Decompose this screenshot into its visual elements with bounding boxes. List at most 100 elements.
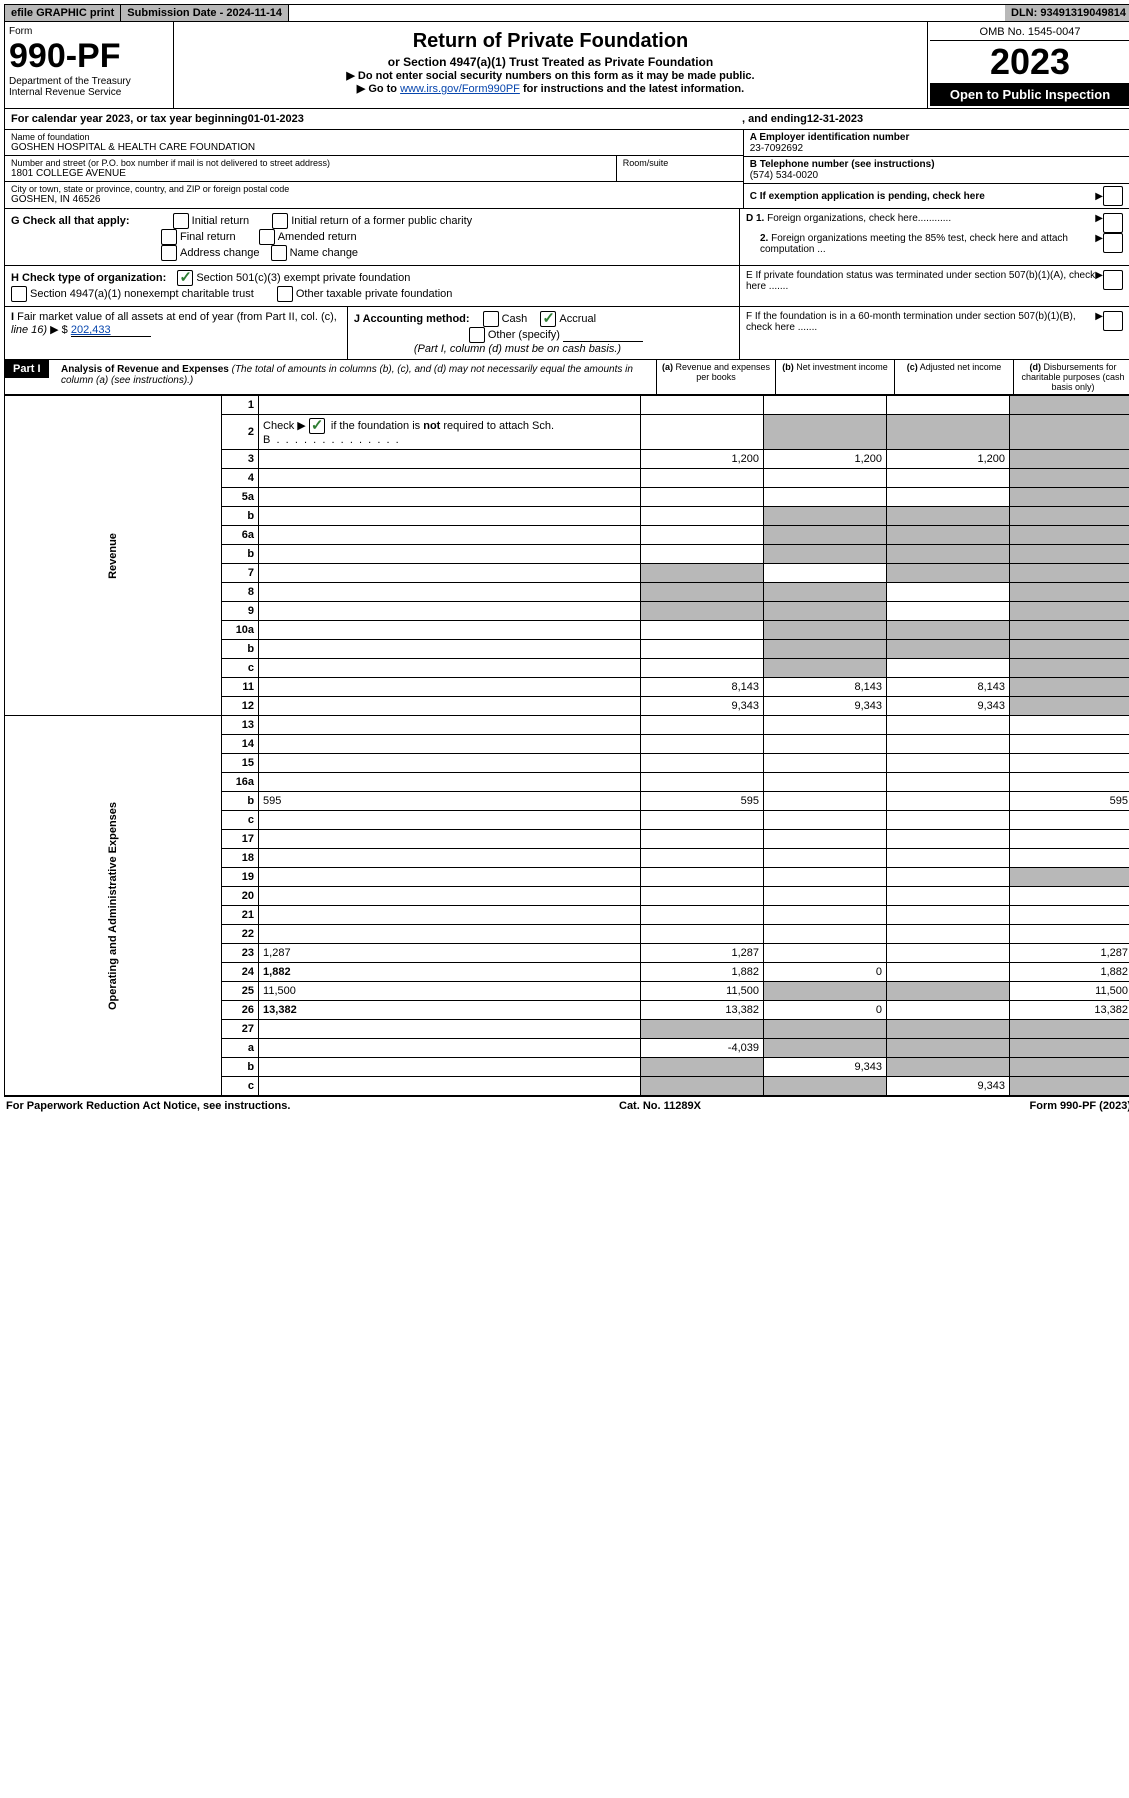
line-description: [259, 906, 641, 925]
line-description: [259, 1058, 641, 1077]
cell-b: [764, 640, 887, 659]
cell-d: 1,287: [1010, 944, 1129, 963]
cell-d: [1010, 925, 1129, 944]
cell-c: [887, 564, 1010, 583]
e-checkbox[interactable]: [1103, 270, 1123, 290]
line-number: 4: [222, 469, 259, 488]
ein-cell: A Employer identification number 23-7092…: [744, 130, 1129, 157]
line-description: [259, 925, 641, 944]
cell-c: [887, 849, 1010, 868]
cell-a: 13,382: [641, 1001, 764, 1020]
line-number: 24: [222, 963, 259, 982]
org-info-left: Name of foundation GOSHEN HOSPITAL & HEA…: [5, 130, 743, 208]
cell-b: [764, 925, 887, 944]
top-bar: efile GRAPHIC print Submission Date - 20…: [4, 4, 1129, 22]
cell-a: [641, 811, 764, 830]
ij-checks: I Fair market value of all assets at end…: [5, 307, 739, 359]
cell-c: [887, 716, 1010, 735]
line-number: b: [222, 545, 259, 564]
h-checks: H Check type of organization: Section 50…: [5, 266, 739, 306]
c-checkbox[interactable]: [1103, 186, 1123, 206]
header-left: Form 990-PF Department of the Treasury I…: [5, 22, 174, 108]
phone-value: (574) 534-0020: [750, 170, 1126, 181]
footer-left: For Paperwork Reduction Act Notice, see …: [6, 1100, 290, 1112]
h-opt-3: Other taxable private foundation: [296, 288, 453, 300]
calyear-pre: For calendar year 2023, or tax year begi…: [11, 113, 248, 125]
cell-b: [764, 469, 887, 488]
line-description: 1,882: [259, 963, 641, 982]
line-number: c: [222, 1077, 259, 1096]
501c3-checkbox[interactable]: [177, 270, 193, 286]
form990pf-link[interactable]: www.irs.gov/Form990PF: [400, 83, 520, 95]
cell-a: [641, 526, 764, 545]
cell-c: [887, 887, 1010, 906]
f-checkbox[interactable]: [1103, 311, 1123, 331]
cell-b: 0: [764, 963, 887, 982]
cell-b: [764, 488, 887, 507]
line-number: a: [222, 1039, 259, 1058]
cell-b: [764, 545, 887, 564]
other-taxable-checkbox[interactable]: [277, 286, 293, 302]
part1-table: Revenue12Check ▶ if the foundation is no…: [4, 395, 1129, 1096]
cell-d: [1010, 1077, 1129, 1096]
line-description: [259, 488, 641, 507]
city-cell: City or town, state or province, country…: [5, 182, 743, 207]
cell-d: [1010, 621, 1129, 640]
accrual-checkbox[interactable]: [540, 311, 556, 327]
initial-return-checkbox[interactable]: [173, 213, 189, 229]
line-number: 6a: [222, 526, 259, 545]
other-method-checkbox[interactable]: [469, 327, 485, 343]
initial-former-checkbox[interactable]: [272, 213, 288, 229]
line-number: 17: [222, 830, 259, 849]
cell-d: [1010, 678, 1129, 697]
4947a1-checkbox[interactable]: [11, 286, 27, 302]
form-header: Form 990-PF Department of the Treasury I…: [4, 22, 1129, 109]
e-label: E If private foundation status was termi…: [746, 270, 1095, 292]
cell-b: [764, 811, 887, 830]
line-number: 5a: [222, 488, 259, 507]
line-number: 23: [222, 944, 259, 963]
cash-checkbox[interactable]: [483, 311, 499, 327]
line-description: [259, 1039, 641, 1058]
amended-return-checkbox[interactable]: [259, 229, 275, 245]
cell-a: [641, 773, 764, 792]
address-change-checkbox[interactable]: [161, 245, 177, 261]
cell-a: [641, 640, 764, 659]
cell-b: [764, 583, 887, 602]
line-number: 20: [222, 887, 259, 906]
header-note1: ▶ Do not enter social security numbers o…: [180, 69, 921, 82]
name-change-checkbox[interactable]: [271, 245, 287, 261]
cell-c: [887, 507, 1010, 526]
cell-d: [1010, 811, 1129, 830]
cell-b: [764, 849, 887, 868]
line-description: [259, 754, 641, 773]
cell-b: [764, 526, 887, 545]
open-inspection: Open to Public Inspection: [930, 83, 1129, 106]
line-number: b: [222, 507, 259, 526]
cell-b: [764, 830, 887, 849]
cell-a: 1,287: [641, 944, 764, 963]
d1-checkbox[interactable]: [1103, 213, 1123, 233]
cell-a: 11,500: [641, 982, 764, 1001]
line-description: [259, 849, 641, 868]
header-right: OMB No. 1545-0047 2023 Open to Public In…: [927, 22, 1129, 108]
cell-c: [887, 621, 1010, 640]
schb-checkbox[interactable]: [309, 418, 325, 434]
fmv-link[interactable]: 202,433: [71, 324, 151, 337]
cell-d: [1010, 659, 1129, 678]
room-label: Room/suite: [623, 158, 743, 168]
cell-c: [887, 602, 1010, 621]
cell-b: [764, 1020, 887, 1039]
cell-c: [887, 773, 1010, 792]
final-return-checkbox[interactable]: [161, 229, 177, 245]
cell-c: [887, 415, 1010, 450]
cell-b: [764, 1077, 887, 1096]
g-opt-1: Initial return of a former public charit…: [291, 215, 472, 227]
d2-checkbox[interactable]: [1103, 233, 1123, 253]
cell-b: 8,143: [764, 678, 887, 697]
line-description: [259, 545, 641, 564]
col-d-head: (d) Disbursements for charitable purpose…: [1013, 360, 1129, 394]
subdate-value: 2024-11-14: [226, 7, 282, 19]
h-opt-2: Section 4947(a)(1) nonexempt charitable …: [30, 288, 254, 300]
line-number: 25: [222, 982, 259, 1001]
